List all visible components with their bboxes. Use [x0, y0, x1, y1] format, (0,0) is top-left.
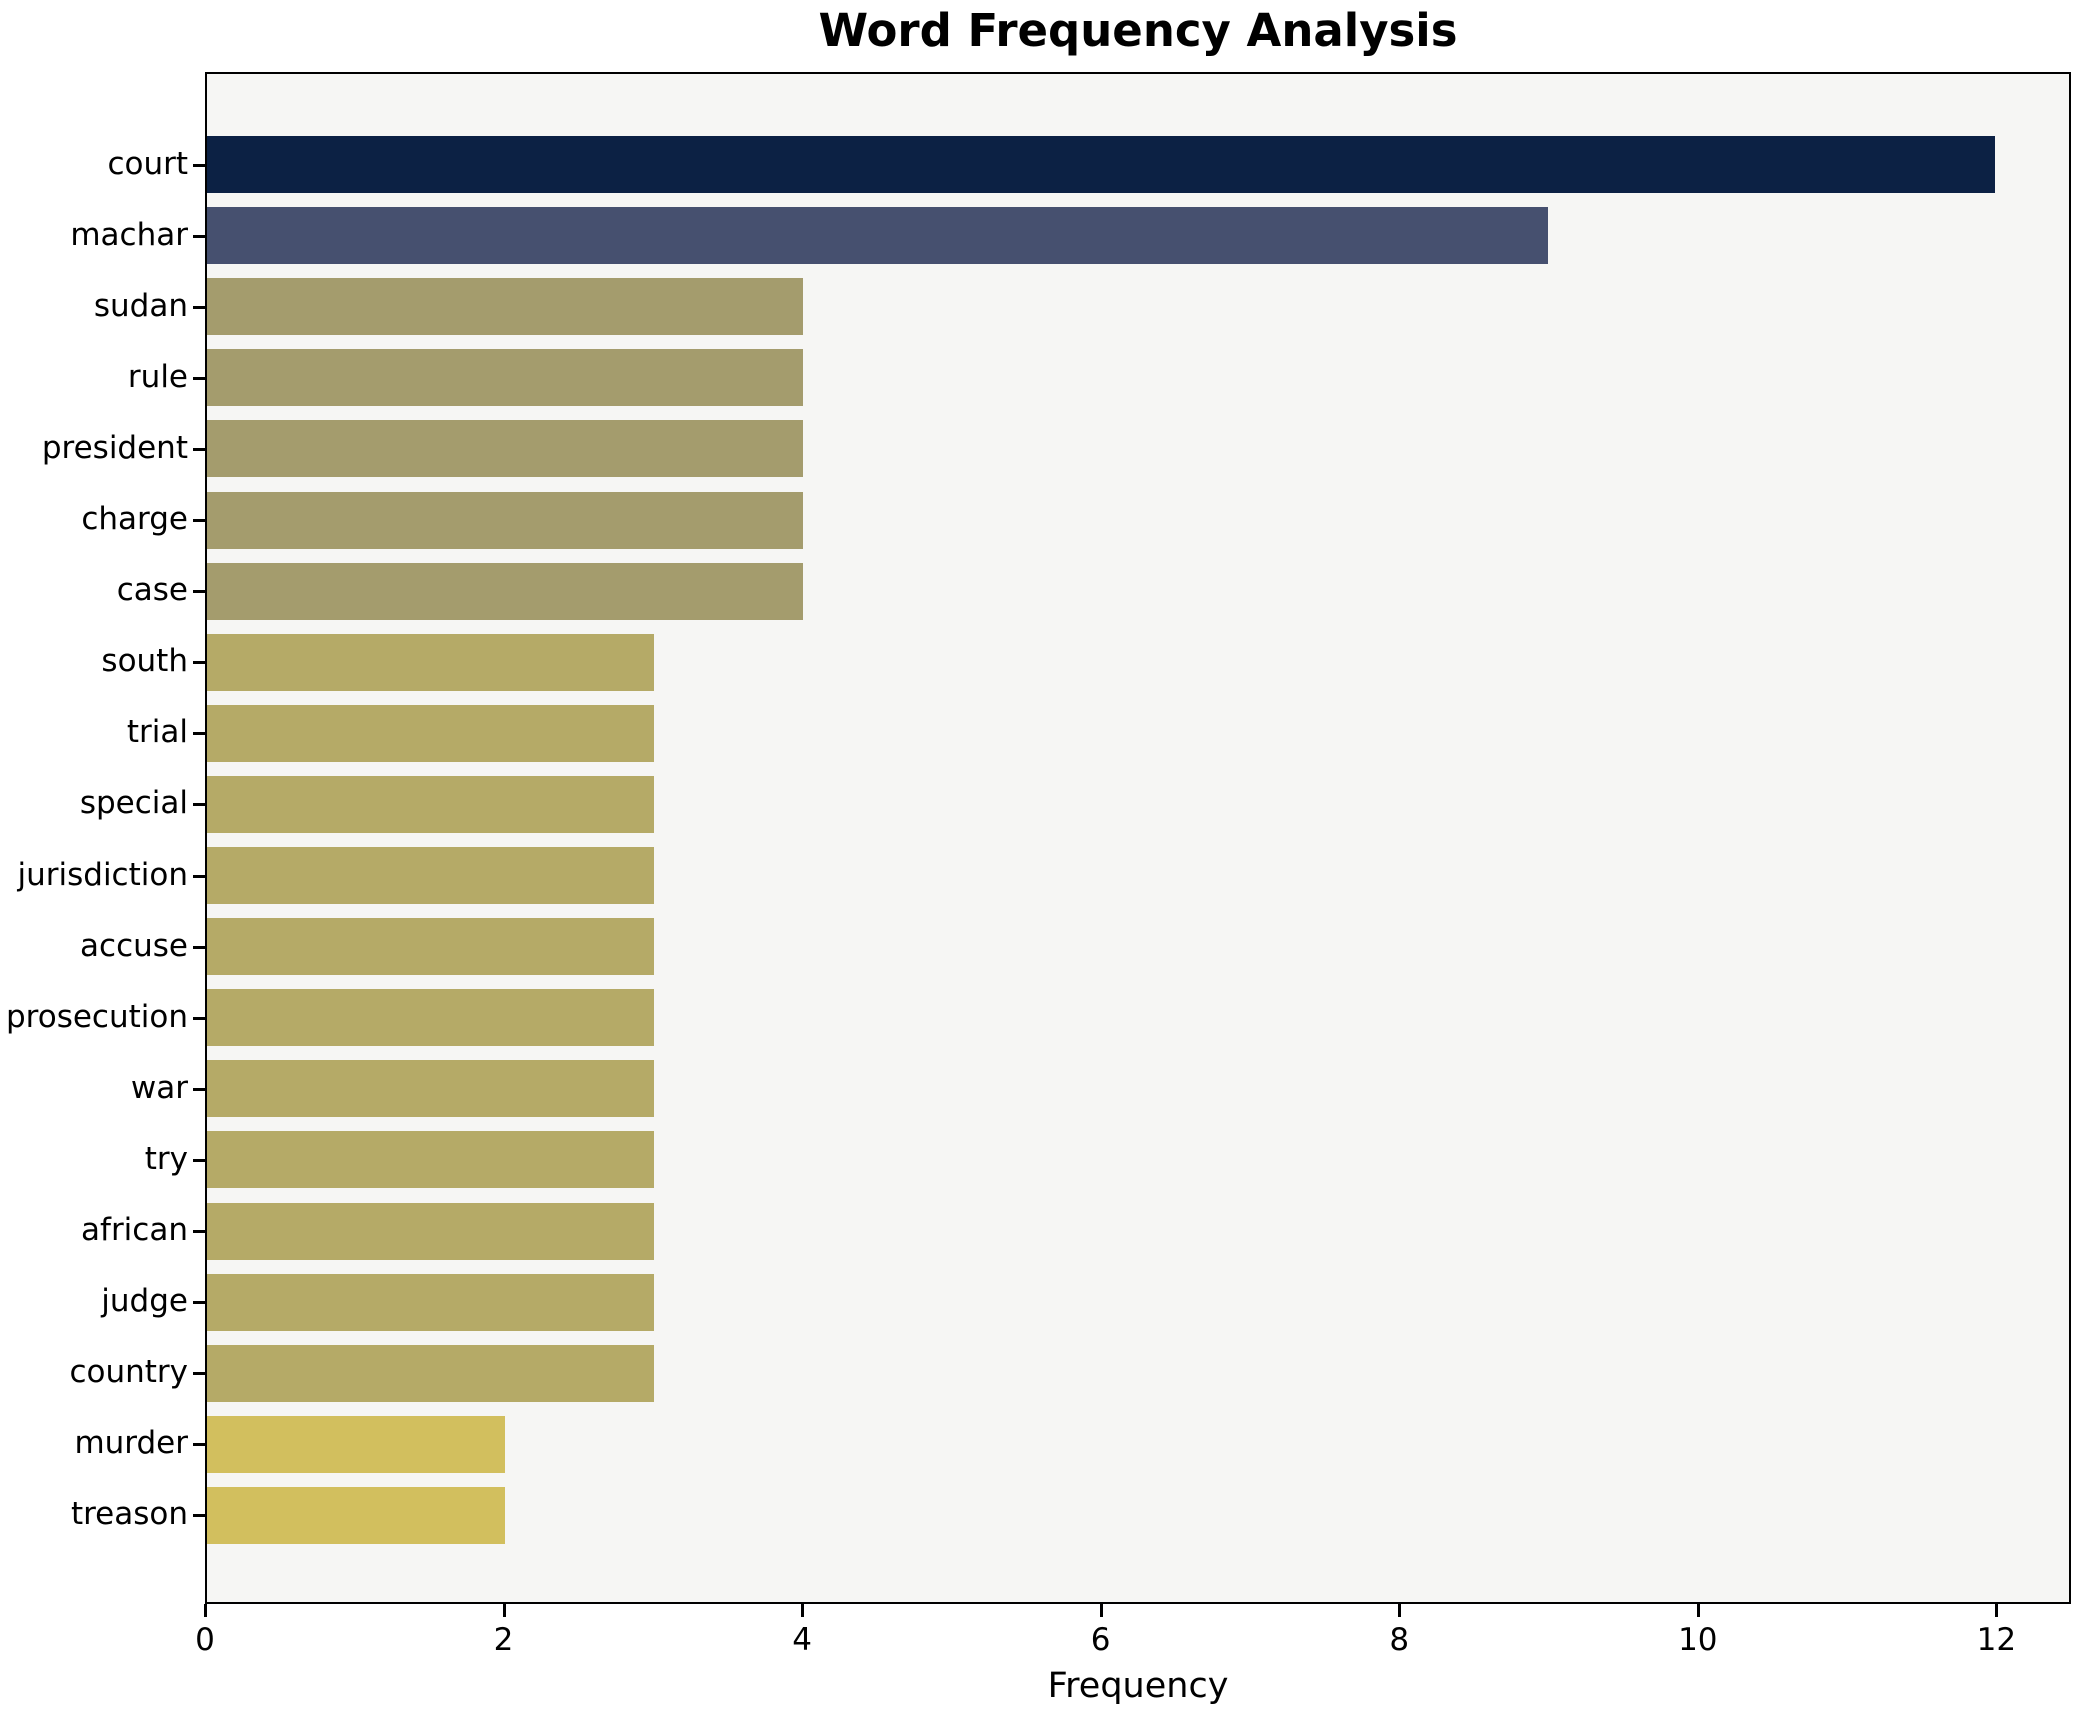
y-tick-mark — [193, 874, 205, 878]
y-tick-label-rule: rule — [127, 358, 188, 395]
chart-title: Word Frequency Analysis — [818, 4, 1458, 57]
y-tick-mark — [193, 519, 205, 523]
y-tick-label-court: court — [107, 145, 188, 182]
y-tick-label-trial: trial — [126, 714, 188, 751]
y-tick-label-machar: machar — [70, 216, 188, 253]
bar-row-treason — [207, 1480, 2069, 1551]
bar-row-president — [207, 413, 2069, 484]
x-tick-mark — [1398, 1604, 1402, 1617]
bar-row-accuse — [207, 911, 2069, 982]
y-tick-label-president: president — [41, 429, 188, 466]
y-tick-label-case: case — [116, 572, 188, 609]
x-tick-label-10: 10 — [1678, 1622, 1718, 1658]
y-tick-mark — [193, 1158, 205, 1162]
y-tick-mark — [193, 163, 205, 167]
y-tick-mark — [193, 1514, 205, 1518]
plot-area — [205, 72, 2071, 1604]
bar-south — [207, 633, 654, 691]
bar-prosecution — [207, 989, 654, 1047]
bar-row-sudan — [207, 271, 2069, 342]
y-tick-mark — [193, 376, 205, 380]
y-tick-label-murder: murder — [74, 1425, 188, 1462]
y-tick-label-charge: charge — [81, 501, 188, 538]
bar-judge — [207, 1273, 654, 1331]
y-tick-mark — [193, 234, 205, 238]
y-tick-mark — [193, 590, 205, 594]
bar-row-case — [207, 556, 2069, 627]
y-tick-label-try: try — [144, 1140, 188, 1177]
bar-row-machar — [207, 200, 2069, 271]
y-tick-mark — [193, 803, 205, 807]
bar-row-court — [207, 129, 2069, 200]
bar-machar — [207, 207, 1548, 265]
x-tick-mark — [1099, 1604, 1103, 1617]
x-tick-label-12: 12 — [1976, 1622, 2017, 1658]
y-tick-label-judge: judge — [101, 1283, 188, 1320]
y-tick-mark — [193, 305, 205, 309]
y-tick-label-african: african — [81, 1212, 188, 1249]
x-tick-label-6: 6 — [1090, 1622, 1111, 1658]
bar-row-prosecution — [207, 982, 2069, 1053]
bar-war — [207, 1060, 654, 1118]
y-tick-label-country: country — [69, 1354, 188, 1391]
bar-row-jurisdiction — [207, 840, 2069, 911]
bar-row-charge — [207, 485, 2069, 556]
bar-african — [207, 1202, 654, 1260]
x-tick-label-0: 0 — [195, 1622, 215, 1658]
y-tick-label-prosecution: prosecution — [5, 998, 188, 1035]
y-tick-label-treason: treason — [70, 1496, 188, 1533]
bar-special — [207, 775, 654, 833]
x-tick-label-8: 8 — [1389, 1622, 1410, 1658]
bar-rule — [207, 349, 803, 407]
bar-row-country — [207, 1338, 2069, 1409]
y-tick-label-sudan: sudan — [93, 287, 188, 324]
x-tick-mark — [1995, 1604, 1999, 1617]
y-tick-label-special: special — [79, 785, 188, 822]
bar-murder — [207, 1415, 505, 1473]
y-tick-mark — [193, 945, 205, 949]
y-tick-mark — [193, 1016, 205, 1020]
x-tick-mark — [204, 1604, 207, 1617]
y-tick-mark — [193, 1372, 205, 1376]
bar-country — [207, 1344, 654, 1402]
bar-row-rule — [207, 342, 2069, 413]
bar-trial — [207, 704, 654, 762]
y-tick-mark — [193, 732, 205, 736]
y-tick-label-accuse: accuse — [80, 927, 188, 964]
y-tick-label-jurisdiction: jurisdiction — [17, 856, 189, 893]
bar-row-judge — [207, 1267, 2069, 1338]
x-tick-label-4: 4 — [792, 1622, 812, 1658]
bar-treason — [207, 1486, 505, 1544]
bar-row-murder — [207, 1409, 2069, 1480]
bar-row-south — [207, 627, 2069, 698]
bar-row-african — [207, 1196, 2069, 1267]
bar-court — [207, 136, 1995, 194]
y-tick-mark — [193, 661, 205, 665]
y-tick-mark — [193, 1301, 205, 1305]
bar-accuse — [207, 918, 654, 976]
bar-row-war — [207, 1053, 2069, 1124]
bar-president — [207, 420, 803, 478]
bar-case — [207, 562, 803, 620]
x-tick-mark — [502, 1604, 506, 1617]
bar-row-try — [207, 1124, 2069, 1195]
y-tick-label-war: war — [130, 1069, 188, 1106]
x-tick-mark — [801, 1604, 805, 1617]
x-axis-title: Frequency — [1047, 1666, 1229, 1706]
bar-row-trial — [207, 698, 2069, 769]
y-tick-mark — [193, 447, 205, 451]
y-tick-mark — [193, 1087, 205, 1091]
x-tick-label-2: 2 — [493, 1622, 514, 1658]
bar-try — [207, 1131, 654, 1189]
x-tick-mark — [1696, 1604, 1700, 1617]
y-tick-label-south: south — [101, 643, 188, 680]
bar-charge — [207, 491, 803, 549]
y-tick-mark — [193, 1230, 205, 1234]
bar-jurisdiction — [207, 847, 654, 905]
bar-row-special — [207, 769, 2069, 840]
bar-sudan — [207, 278, 803, 336]
y-tick-mark — [193, 1443, 205, 1447]
